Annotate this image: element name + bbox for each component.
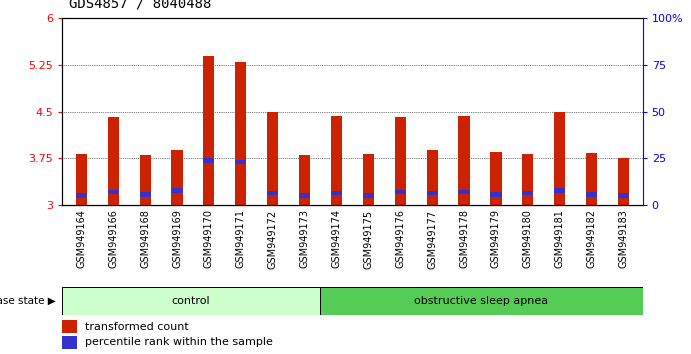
Text: control: control (172, 296, 211, 306)
Text: GSM949180: GSM949180 (523, 209, 533, 268)
Bar (62, 287, 320, 315)
Bar (458, 190, 470, 194)
Bar (235, 160, 247, 164)
Text: GSM949170: GSM949170 (204, 209, 214, 268)
Bar (491, 192, 502, 196)
Bar (331, 191, 342, 195)
Text: transformed count: transformed count (86, 321, 189, 332)
Bar (267, 191, 278, 195)
Bar (140, 155, 151, 205)
Bar (395, 190, 406, 194)
Bar (171, 188, 182, 193)
Text: GSM949169: GSM949169 (172, 209, 182, 268)
Text: GSM949174: GSM949174 (332, 209, 341, 268)
Bar (76, 154, 87, 205)
Bar (458, 116, 470, 205)
Bar (62, 336, 77, 349)
Bar (586, 153, 597, 205)
Bar (554, 112, 565, 205)
Bar (108, 116, 119, 205)
Bar (363, 193, 374, 198)
Text: GSM949177: GSM949177 (427, 209, 437, 269)
Bar (426, 191, 437, 195)
Text: GSM949176: GSM949176 (395, 209, 405, 268)
Text: GSM949164: GSM949164 (76, 209, 86, 268)
Bar (522, 191, 533, 195)
Bar (363, 154, 374, 205)
Text: GSM949175: GSM949175 (363, 209, 373, 269)
Bar (140, 192, 151, 196)
Text: GSM949178: GSM949178 (459, 209, 469, 268)
Text: GSM949166: GSM949166 (108, 209, 118, 268)
Bar (299, 155, 310, 205)
Text: disease state ▶: disease state ▶ (0, 296, 55, 306)
Text: GSM949182: GSM949182 (587, 209, 596, 268)
Bar (331, 116, 342, 205)
Text: GSM949181: GSM949181 (555, 209, 565, 268)
Bar (203, 159, 214, 163)
Bar (76, 193, 87, 198)
Text: GSM949172: GSM949172 (267, 209, 278, 269)
Text: obstructive sleep apnea: obstructive sleep apnea (415, 296, 549, 306)
Bar (491, 152, 502, 205)
Bar (522, 154, 533, 205)
Bar (62, 320, 77, 333)
Text: percentile rank within the sample: percentile rank within the sample (86, 337, 273, 348)
Bar (171, 150, 182, 205)
Bar (320, 287, 643, 315)
Text: GSM949168: GSM949168 (140, 209, 150, 268)
Bar (586, 192, 597, 196)
Bar (395, 116, 406, 205)
Bar (203, 57, 214, 205)
Text: GDS4857 / 8040488: GDS4857 / 8040488 (69, 0, 211, 11)
Bar (108, 190, 119, 194)
Text: GSM949183: GSM949183 (618, 209, 629, 268)
Bar (267, 112, 278, 205)
Bar (618, 158, 629, 205)
Bar (554, 188, 565, 193)
Bar (299, 193, 310, 198)
Bar (426, 150, 437, 205)
Text: GSM949173: GSM949173 (300, 209, 310, 268)
Text: GSM949179: GSM949179 (491, 209, 501, 268)
Text: GSM949171: GSM949171 (236, 209, 246, 268)
Bar (618, 193, 629, 198)
Bar (235, 62, 247, 205)
